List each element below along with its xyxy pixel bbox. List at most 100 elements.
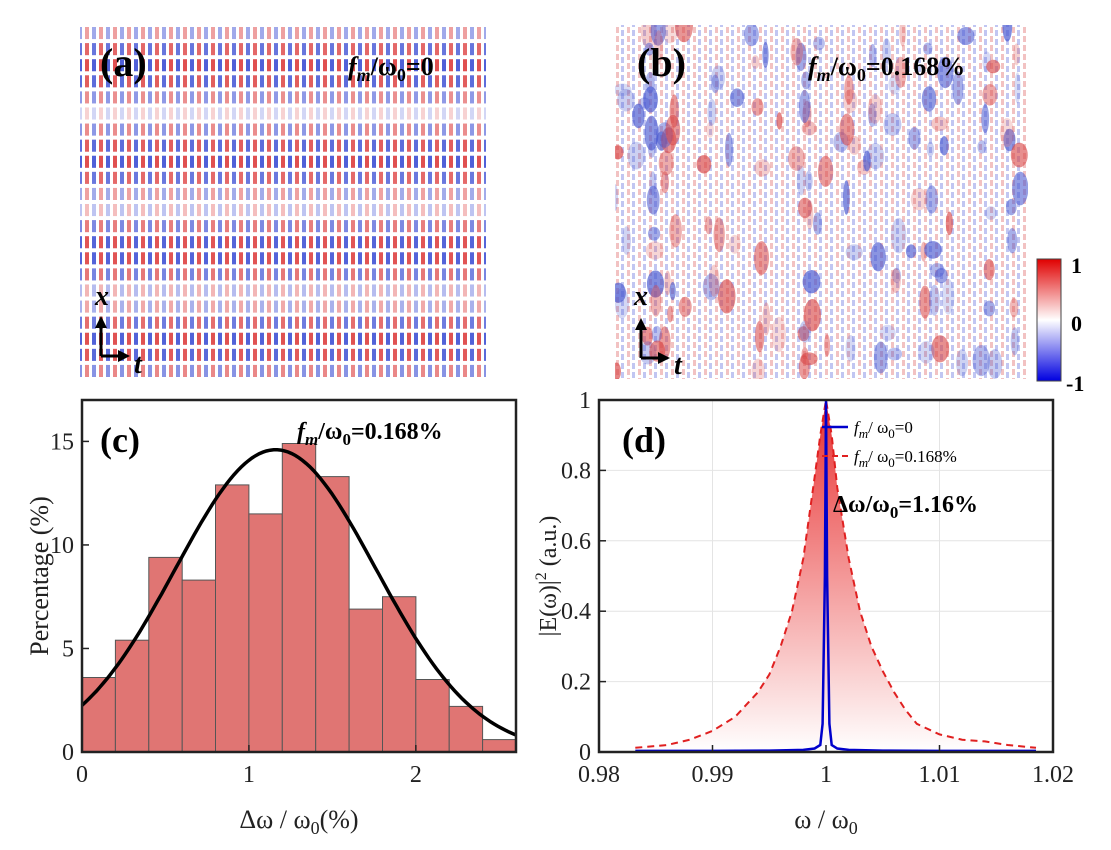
panel-a-band — [80, 316, 486, 329]
panel-b-blob — [894, 56, 907, 88]
panel-d-ticks: 0.98 0.99 1 1.01 1.02 0 0.2 0.4 0.6 0.8 1 — [561, 388, 1074, 788]
panel-b-blob — [929, 263, 945, 278]
panel-b-blob — [929, 284, 940, 316]
panel-b-blob — [1014, 72, 1021, 104]
panel-b-blob — [1013, 43, 1020, 66]
panel-b-blob — [926, 141, 935, 157]
panel-b-blob — [728, 234, 741, 254]
panel-a-band — [80, 187, 486, 200]
panel-b-annotation: fm/ω0=0.168% — [808, 52, 965, 85]
panel-d-x-tick-label: 1 — [820, 762, 832, 788]
panel-c-ticks: 0 1 2 0 5 10 15 — [50, 429, 422, 788]
panel-b-blob — [924, 241, 942, 259]
panel-b-blob — [977, 140, 987, 154]
panel-d-legend: fm/ ω0=0 fm/ ω0=0.168% — [822, 418, 957, 470]
panel-b-blob — [790, 37, 804, 66]
colorbar-gradient — [1036, 258, 1062, 382]
panel-d-fill-area — [635, 400, 1036, 752]
panel-b-blob — [644, 115, 659, 151]
panel-d-y-tick-label: 1 — [579, 388, 591, 414]
panel-d-x-tick-label: 1.01 — [919, 762, 961, 788]
legend-label-modulated: fm/ ω0=0.168% — [854, 447, 957, 470]
panel-b-blob — [730, 88, 745, 107]
panel-b-blob — [934, 268, 948, 284]
panel-b-blob — [641, 326, 653, 346]
panel-a-band — [80, 252, 486, 265]
panel-b-blob — [883, 113, 902, 136]
panel-d-y-tick-label: 0 — [579, 740, 591, 766]
panel-b-blob — [868, 94, 882, 124]
panel-b-blob — [744, 25, 759, 47]
panel-b-blob — [711, 65, 725, 90]
panel-b-blob — [706, 121, 714, 138]
panel-b-blob — [707, 98, 717, 126]
panel-b-blob — [983, 300, 996, 317]
panel-b-blob — [651, 325, 662, 343]
panel-b-blob — [1009, 298, 1019, 318]
panel-b-blob — [802, 270, 821, 294]
panel-b-blob — [925, 185, 938, 214]
panel-b-blob — [923, 42, 933, 55]
panel-b-blob — [708, 264, 720, 297]
panel-b-blob — [806, 199, 814, 230]
panel-b-blob — [845, 244, 863, 261]
panel-b-blob — [725, 132, 733, 167]
panel-c-bars — [81, 443, 517, 753]
panel-b-blob — [939, 136, 949, 156]
panel-b-blob — [646, 185, 660, 215]
panel-c-chart: 0 1 2 0 5 10 15 (c) fm/ω0=0.168% Percentage (%… — [25, 398, 518, 838]
panel-b-blob — [905, 244, 917, 259]
panel-b-blob — [892, 267, 901, 283]
panel-b-blob — [801, 121, 817, 136]
panel-b-blob — [1010, 327, 1019, 356]
panel-b-x-label: x — [633, 281, 648, 312]
panel-a-band — [80, 220, 486, 233]
panel-b-blob — [648, 142, 656, 158]
panel-b-blob — [890, 268, 901, 294]
panel-d-letter: (d) — [622, 420, 666, 460]
panel-b-blob — [1002, 25, 1013, 42]
panel-b-blob — [982, 84, 998, 106]
panel-b-blob — [762, 41, 769, 68]
panel-b-blob — [801, 71, 811, 90]
panel-a-band — [80, 268, 486, 281]
panel-b-blob — [669, 94, 679, 128]
panel-d-x-tick-label: 0.98 — [578, 762, 620, 788]
panel-b-blob — [762, 302, 771, 336]
panel-b-blob — [776, 112, 783, 130]
panel-b-t-label: t — [674, 350, 683, 381]
colorbar-tick-mid: 0 — [1071, 311, 1082, 336]
panel-a-band — [80, 364, 486, 377]
panel-b-blob — [824, 334, 831, 357]
panel-b-blob — [771, 316, 786, 353]
panel-a-band — [80, 139, 486, 152]
panel-c-frame — [80, 398, 518, 754]
panel-b-blobs — [615, 25, 1028, 379]
panel-b-blob — [615, 83, 632, 96]
panel-b-blob — [615, 145, 624, 160]
panel-b-blob — [843, 180, 850, 215]
panel-b-blob — [658, 150, 674, 176]
panel-a-band — [80, 348, 486, 361]
panel-b-blob — [615, 288, 630, 319]
panel-c-x-tick-label: 0 — [76, 762, 88, 788]
panel-b-blob — [675, 25, 693, 43]
panel-b-blob — [667, 305, 674, 323]
panel-c-gaussian-fit — [80, 447, 517, 737]
panel-b-blob — [981, 104, 990, 134]
panel-b-blob — [863, 150, 871, 172]
panel-b-blob — [866, 143, 885, 170]
panel-b-blob — [755, 320, 765, 353]
panel-d-y-tick-label: 0.6 — [561, 529, 591, 555]
panel-b-blob — [818, 155, 834, 187]
panel-b-blob — [1006, 198, 1017, 216]
panel-b-blob — [888, 74, 901, 95]
panel-b-blob — [711, 74, 720, 94]
panel-c-y-tick-label: 10 — [50, 533, 74, 559]
panel-a-letter: (a) — [100, 40, 147, 85]
panel-b-blob — [813, 36, 825, 51]
panel-b-blob — [646, 270, 665, 298]
panel-b-blob — [942, 278, 955, 315]
panel-b-blob — [638, 97, 651, 110]
